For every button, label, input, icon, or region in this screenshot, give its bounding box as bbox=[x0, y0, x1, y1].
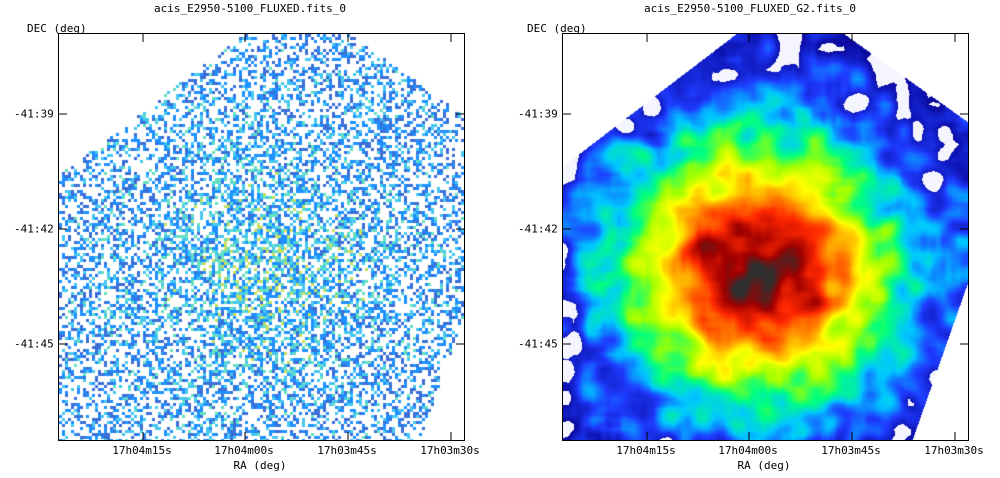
right-x-tick-label: 17h03m45s bbox=[821, 444, 881, 457]
left-image-title: acis_E2950-5100_FLUXED.fits_0 bbox=[153, 2, 347, 15]
left-y-tick-label: -41:39 bbox=[14, 107, 54, 121]
right-y-tick-label: -41:45 bbox=[518, 337, 558, 351]
right-x-tick-label: 17h04m15s bbox=[616, 444, 676, 457]
right-image-title: acis_E2950-5100_FLUXED_G2.fits_0 bbox=[644, 2, 856, 15]
left-y-axis-label: DEC (deg) bbox=[27, 22, 87, 35]
right-smoothed-image[interactable] bbox=[563, 34, 968, 440]
right-x-tick-label: 17h04m00s bbox=[718, 444, 778, 457]
right-image-plot[interactable] bbox=[562, 33, 969, 441]
left-fluxed-image[interactable] bbox=[59, 34, 464, 440]
left-x-tick-label: 17h04m15s bbox=[112, 444, 172, 457]
left-x-tick-label: 17h04m00s bbox=[214, 444, 274, 457]
left-x-tick-label: 17h03m45s bbox=[317, 444, 377, 457]
left-x-tick-label: 17h03m30s bbox=[420, 444, 480, 457]
right-x-axis-label: RA (deg) bbox=[737, 459, 791, 472]
right-image-panel: acis_E2950-5100_FLUXED_G2.fits_0 DEC (de… bbox=[500, 0, 1000, 478]
left-y-tick-label: -41:42 bbox=[14, 222, 54, 236]
right-y-axis-label: DEC (deg) bbox=[527, 22, 587, 35]
right-y-tick-label: -41:39 bbox=[518, 107, 558, 121]
left-x-axis-label: RA (deg) bbox=[233, 459, 287, 472]
left-image-panel: acis_E2950-5100_FLUXED.fits_0 DEC (deg) … bbox=[14, 2, 480, 472]
left-y-tick-label: -41:45 bbox=[14, 337, 54, 351]
left-image-plot[interactable] bbox=[58, 33, 465, 441]
right-y-tick-label: -41:42 bbox=[518, 222, 558, 236]
right-x-tick-label: 17h03m30s bbox=[924, 444, 984, 457]
